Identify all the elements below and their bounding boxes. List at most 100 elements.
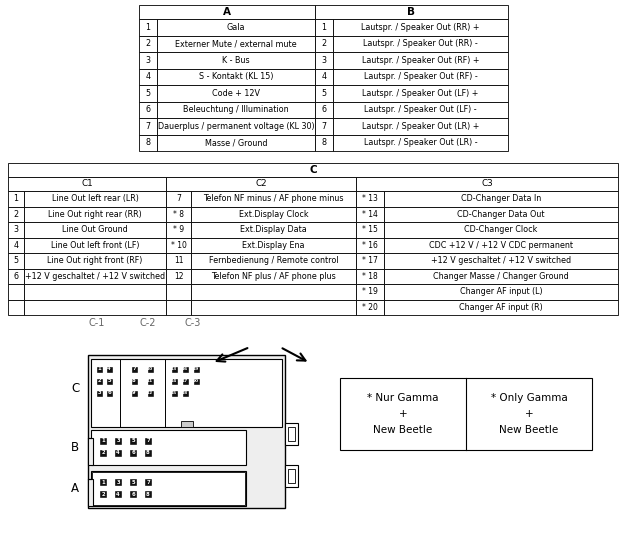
Bar	[194, 378, 199, 383]
Bar	[157, 69, 315, 85]
Bar	[96, 391, 101, 396]
Text: 4: 4	[107, 367, 111, 372]
Bar	[384, 253, 618, 269]
Text: 4: 4	[14, 241, 19, 250]
Bar	[333, 19, 508, 35]
Bar	[157, 52, 315, 69]
Text: 7: 7	[146, 122, 151, 131]
Text: 12: 12	[174, 272, 183, 281]
Bar	[333, 101, 508, 118]
Text: 5: 5	[131, 480, 135, 485]
Bar	[356, 300, 384, 315]
Text: 6: 6	[14, 272, 19, 281]
Bar	[191, 191, 356, 207]
Bar	[166, 284, 191, 300]
Text: Dauerplus / permanent voltage (KL 30): Dauerplus / permanent voltage (KL 30)	[158, 122, 314, 131]
Text: 5: 5	[146, 89, 151, 98]
Bar	[182, 378, 188, 383]
Bar	[191, 222, 356, 238]
Text: CD-Changer Clock: CD-Changer Clock	[464, 225, 538, 234]
Bar	[100, 479, 106, 485]
Bar	[288, 427, 295, 441]
Text: 1: 1	[146, 23, 151, 32]
Bar	[171, 378, 176, 383]
Text: * 18: * 18	[362, 272, 378, 281]
Bar	[191, 207, 356, 222]
Bar	[115, 491, 121, 497]
Bar	[166, 222, 191, 238]
Text: 1: 1	[101, 480, 105, 485]
Bar	[131, 367, 136, 372]
Text: Lautspr. / Speaker Out (LF) -: Lautspr. / Speaker Out (LF) -	[364, 105, 477, 114]
Text: 17: 17	[182, 379, 188, 383]
Text: 2: 2	[101, 491, 105, 496]
Bar	[96, 367, 101, 372]
Bar	[148, 378, 152, 383]
Text: 5: 5	[321, 89, 327, 98]
Bar	[139, 19, 157, 35]
Text: K - Bus: K - Bus	[222, 56, 250, 65]
Bar	[8, 253, 24, 269]
Bar	[130, 438, 136, 444]
Text: * 19: * 19	[362, 288, 378, 296]
Text: Fernbedienung / Remote control: Fernbedienung / Remote control	[209, 257, 338, 265]
Text: Lautspr. / Speaker Out (RR) +: Lautspr. / Speaker Out (RR) +	[361, 23, 480, 32]
Bar	[115, 479, 121, 485]
Bar	[285, 423, 298, 445]
Bar	[315, 135, 333, 151]
Bar	[384, 191, 618, 207]
Text: Lautspr. / Speaker Out (RF) -: Lautspr. / Speaker Out (RF) -	[364, 72, 478, 81]
Text: 4: 4	[116, 450, 120, 455]
Text: Lautspr. / Speaker Out (RF) +: Lautspr. / Speaker Out (RF) +	[362, 56, 479, 65]
Text: Changer AF input (L): Changer AF input (L)	[460, 288, 542, 296]
Bar	[356, 191, 384, 207]
Bar	[8, 222, 24, 238]
Text: C1: C1	[81, 179, 93, 188]
Text: Lautspr. / Speaker Out (LR) -: Lautspr. / Speaker Out (LR) -	[364, 138, 478, 147]
Bar	[145, 479, 151, 485]
Text: 1: 1	[321, 23, 326, 32]
Bar	[106, 367, 111, 372]
Bar	[182, 367, 188, 372]
Bar	[384, 207, 618, 222]
Bar	[340, 378, 592, 450]
Bar	[315, 35, 333, 52]
Bar	[157, 101, 315, 118]
Text: 20: 20	[193, 379, 199, 383]
Bar	[356, 284, 384, 300]
Bar	[166, 269, 191, 284]
Text: 18: 18	[182, 391, 188, 395]
Bar	[145, 438, 151, 444]
Bar	[100, 438, 106, 444]
Text: 14: 14	[171, 379, 177, 383]
Bar	[139, 135, 157, 151]
Text: 4: 4	[321, 72, 326, 81]
Text: Telefon NF plus / AF phone plus: Telefon NF plus / AF phone plus	[211, 272, 336, 281]
Text: Ext.Display Data: Ext.Display Data	[240, 225, 307, 234]
Text: Line Out Ground: Line Out Ground	[62, 225, 128, 234]
Bar	[8, 191, 24, 207]
Text: * 15: * 15	[362, 225, 378, 234]
Text: Beleuchtung / Illumination: Beleuchtung / Illumination	[183, 105, 289, 114]
Bar	[166, 238, 191, 253]
Text: 11: 11	[174, 257, 183, 265]
Text: * Only Gamma
+
New Beetle: * Only Gamma + New Beetle	[491, 393, 568, 434]
Text: 3: 3	[146, 56, 151, 65]
Bar	[171, 367, 176, 372]
Bar	[191, 238, 356, 253]
Text: 8: 8	[132, 378, 136, 383]
Text: 2: 2	[321, 39, 327, 48]
Bar	[92, 472, 245, 505]
Text: C2: C2	[255, 179, 267, 188]
Bar	[166, 177, 356, 191]
Bar	[24, 222, 166, 238]
Text: 3: 3	[98, 391, 101, 396]
Text: 19: 19	[193, 367, 199, 371]
Bar	[131, 391, 136, 396]
Bar	[166, 207, 191, 222]
Bar	[384, 284, 618, 300]
Text: 2: 2	[98, 378, 101, 383]
Bar	[166, 300, 191, 315]
Text: * 17: * 17	[362, 257, 378, 265]
Text: 8: 8	[146, 491, 150, 496]
